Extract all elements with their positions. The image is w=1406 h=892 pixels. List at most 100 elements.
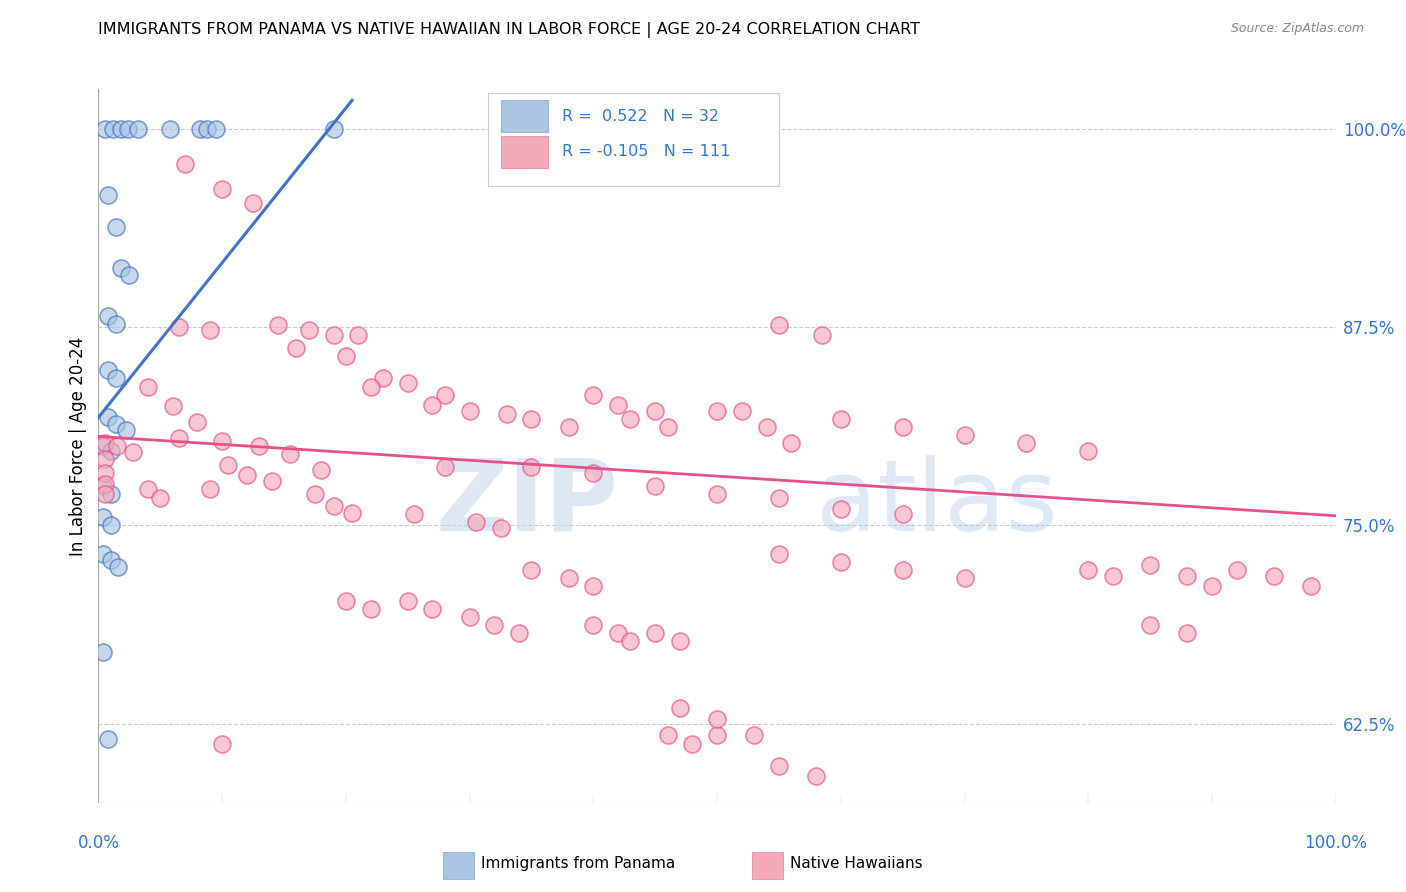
Point xyxy=(93,435,115,450)
Point xyxy=(891,563,914,577)
Point xyxy=(188,121,211,136)
Point xyxy=(520,563,543,577)
Point xyxy=(371,371,394,385)
Point xyxy=(304,486,326,500)
Point xyxy=(422,602,444,616)
Point xyxy=(93,510,115,524)
Point xyxy=(1139,558,1161,572)
Point xyxy=(706,404,728,418)
Point xyxy=(127,121,149,136)
Point xyxy=(891,507,914,521)
Point xyxy=(1299,578,1322,592)
Point xyxy=(644,626,666,640)
Point xyxy=(267,318,290,333)
Point xyxy=(198,482,221,496)
Point xyxy=(489,521,512,535)
Point xyxy=(167,431,190,445)
Point xyxy=(1175,569,1198,583)
Point xyxy=(93,547,115,561)
Point xyxy=(217,458,239,472)
Point xyxy=(122,445,145,459)
Point xyxy=(768,491,790,506)
Point xyxy=(136,482,159,496)
Point xyxy=(1139,618,1161,632)
Point xyxy=(830,555,852,569)
Point xyxy=(97,363,120,377)
Point xyxy=(159,121,181,136)
Point xyxy=(360,602,382,616)
Point xyxy=(97,309,120,323)
Point xyxy=(100,553,122,567)
Point xyxy=(669,700,692,714)
Point xyxy=(242,196,264,211)
Point xyxy=(100,443,122,458)
Point xyxy=(340,506,363,520)
Point xyxy=(731,404,754,418)
FancyBboxPatch shape xyxy=(488,93,779,186)
Point xyxy=(104,417,127,431)
Point xyxy=(1201,578,1223,592)
Point xyxy=(93,439,115,453)
Point xyxy=(97,188,120,202)
Point xyxy=(322,500,344,514)
Point xyxy=(278,447,301,461)
Point xyxy=(162,400,184,414)
Text: Immigrants from Panama: Immigrants from Panama xyxy=(481,856,675,871)
FancyBboxPatch shape xyxy=(501,100,547,132)
Point xyxy=(322,121,344,136)
Text: Native Hawaiians: Native Hawaiians xyxy=(790,856,922,871)
Point xyxy=(582,466,605,480)
Point xyxy=(93,477,115,491)
Point xyxy=(582,388,605,402)
Point xyxy=(1226,563,1249,577)
Point xyxy=(167,320,190,334)
Point xyxy=(335,594,357,608)
Point xyxy=(104,371,127,385)
Text: IMMIGRANTS FROM PANAMA VS NATIVE HAWAIIAN IN LABOR FORCE | AGE 20-24 CORRELATION: IMMIGRANTS FROM PANAMA VS NATIVE HAWAIIA… xyxy=(98,22,921,38)
Text: 100.0%: 100.0% xyxy=(1305,834,1367,852)
Text: 0.0%: 0.0% xyxy=(77,834,120,852)
Point xyxy=(100,518,122,533)
Point xyxy=(110,121,132,136)
Point xyxy=(136,380,159,394)
Point xyxy=(780,435,803,450)
Point xyxy=(93,645,115,659)
Point xyxy=(118,268,141,282)
Point xyxy=(174,157,197,171)
Point xyxy=(433,388,456,402)
Point xyxy=(260,474,283,488)
Point xyxy=(619,412,641,426)
Point xyxy=(335,349,357,363)
Point xyxy=(396,376,419,390)
Point xyxy=(103,121,125,136)
Point xyxy=(309,463,332,477)
Point xyxy=(93,121,115,136)
Point xyxy=(1102,569,1125,583)
Point xyxy=(520,412,543,426)
Point xyxy=(644,478,666,492)
Point xyxy=(582,578,605,592)
Point xyxy=(464,515,486,529)
Point xyxy=(97,732,120,747)
Text: R =  0.522   N = 32: R = 0.522 N = 32 xyxy=(562,109,720,124)
Point xyxy=(607,398,630,412)
Point xyxy=(891,420,914,434)
Point xyxy=(107,559,129,574)
Point xyxy=(117,121,139,136)
Point xyxy=(433,459,456,474)
Point xyxy=(804,769,827,783)
Point xyxy=(105,439,128,453)
Point xyxy=(1175,626,1198,640)
Point xyxy=(768,547,790,561)
Point xyxy=(681,737,703,751)
Point xyxy=(211,737,233,751)
Point xyxy=(953,428,976,442)
Point xyxy=(322,328,344,343)
Point xyxy=(768,318,790,333)
Point xyxy=(195,121,218,136)
Point xyxy=(360,380,382,394)
Text: atlas: atlas xyxy=(815,455,1057,551)
Point xyxy=(149,491,172,506)
Point xyxy=(508,626,530,640)
Point xyxy=(495,407,517,421)
